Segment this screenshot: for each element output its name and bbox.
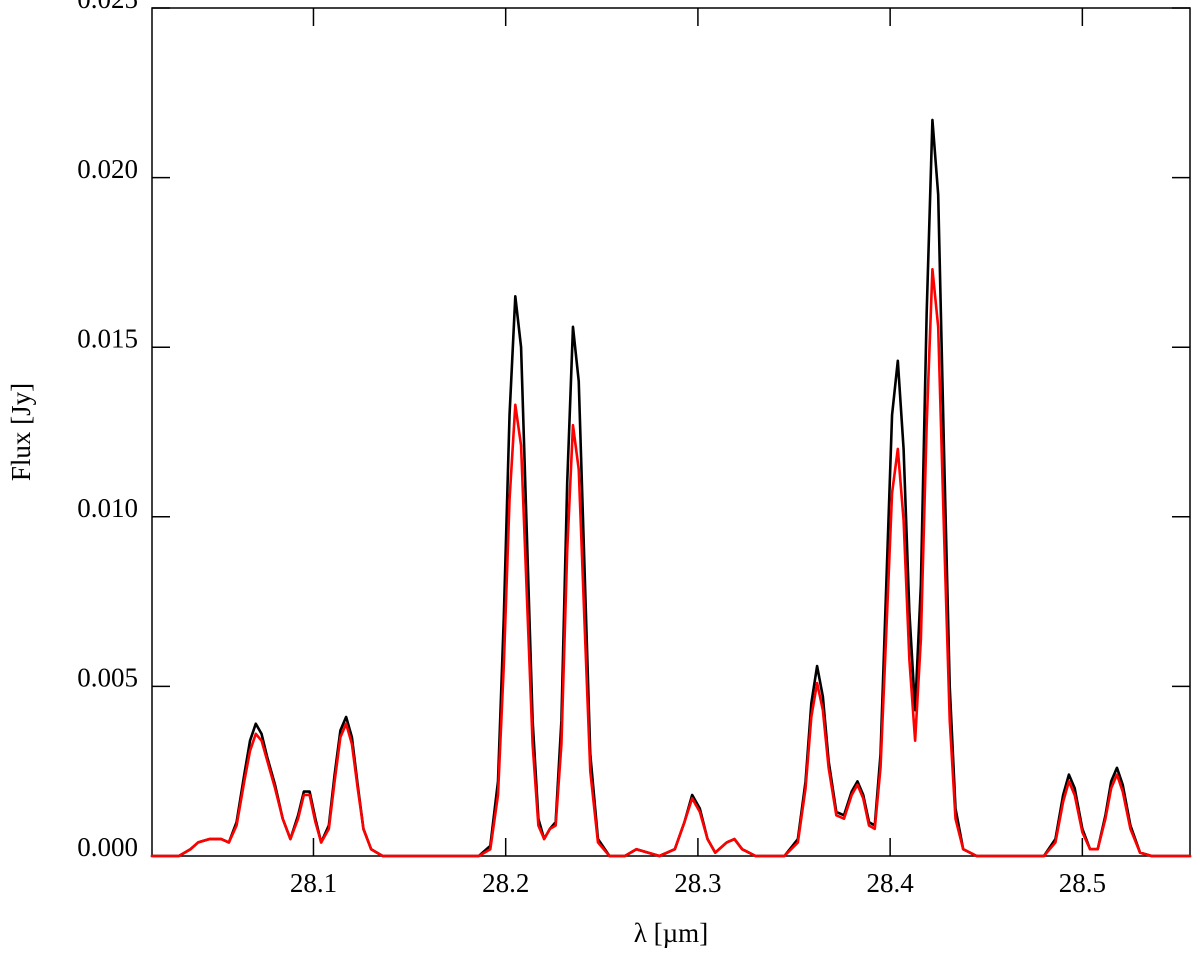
y-axis-label: Flux [Jy] xyxy=(6,383,36,481)
x-tick-label: 28.1 xyxy=(290,868,337,898)
x-axis-label: λ [µm] xyxy=(634,918,708,948)
y-tick-label: 0.020 xyxy=(77,154,138,184)
y-tick-label: 0.025 xyxy=(77,0,138,14)
y-tick-label: 0.010 xyxy=(77,493,138,523)
x-tick-label: 28.4 xyxy=(867,868,915,898)
plot-frame xyxy=(151,7,1191,857)
x-tick-label: 28.2 xyxy=(482,868,529,898)
y-tick-label: 0.000 xyxy=(77,832,138,862)
x-tick-label: 28.3 xyxy=(674,868,721,898)
series-line xyxy=(150,118,1192,858)
series-line xyxy=(150,267,1192,858)
x-tick-label: 28.5 xyxy=(1059,868,1106,898)
y-tick-label: 0.005 xyxy=(77,663,138,693)
y-tick-label: 0.015 xyxy=(77,323,138,353)
